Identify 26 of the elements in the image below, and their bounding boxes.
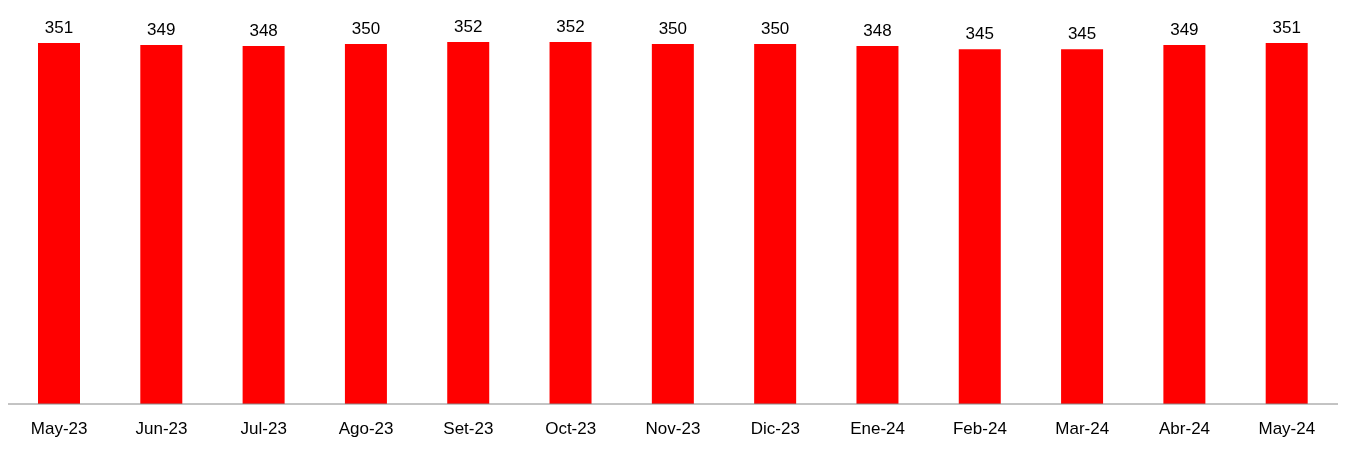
x-tick-label: Ago-23 <box>338 419 394 439</box>
data-label: 348 <box>249 21 278 41</box>
data-label: 345 <box>965 24 994 44</box>
x-tick-label: Jul-23 <box>240 419 287 439</box>
data-label: 351 <box>44 18 74 38</box>
data-label: 350 <box>351 19 381 39</box>
data-label: 350 <box>658 19 688 39</box>
x-tick-label: Dic-23 <box>750 419 800 439</box>
x-tick-label: Nov-23 <box>645 419 701 439</box>
data-label: 350 <box>760 19 790 39</box>
x-tick-label: Mar-24 <box>1055 419 1110 439</box>
data-label: 349 <box>1170 20 1199 40</box>
data-label: 352 <box>454 17 483 36</box>
x-tick-label: May-23 <box>30 419 88 439</box>
x-tick-label: May-24 <box>1258 419 1316 439</box>
data-label: 345 <box>1067 24 1097 44</box>
data-label: 352 <box>556 17 585 36</box>
x-tick-label: Oct-23 <box>545 419 597 439</box>
x-tick-label: Abr-24 <box>1159 419 1211 439</box>
data-label: 351 <box>1272 18 1301 38</box>
data-label: 349 <box>147 20 176 40</box>
x-tick-label: Feb-24 <box>952 419 1007 439</box>
data-label: 348 <box>863 21 892 41</box>
x-tick-label: Set-23 <box>443 419 494 439</box>
x-tick-label: Jun-23 <box>135 419 188 439</box>
x-tick-label: Ene-24 <box>850 419 906 439</box>
